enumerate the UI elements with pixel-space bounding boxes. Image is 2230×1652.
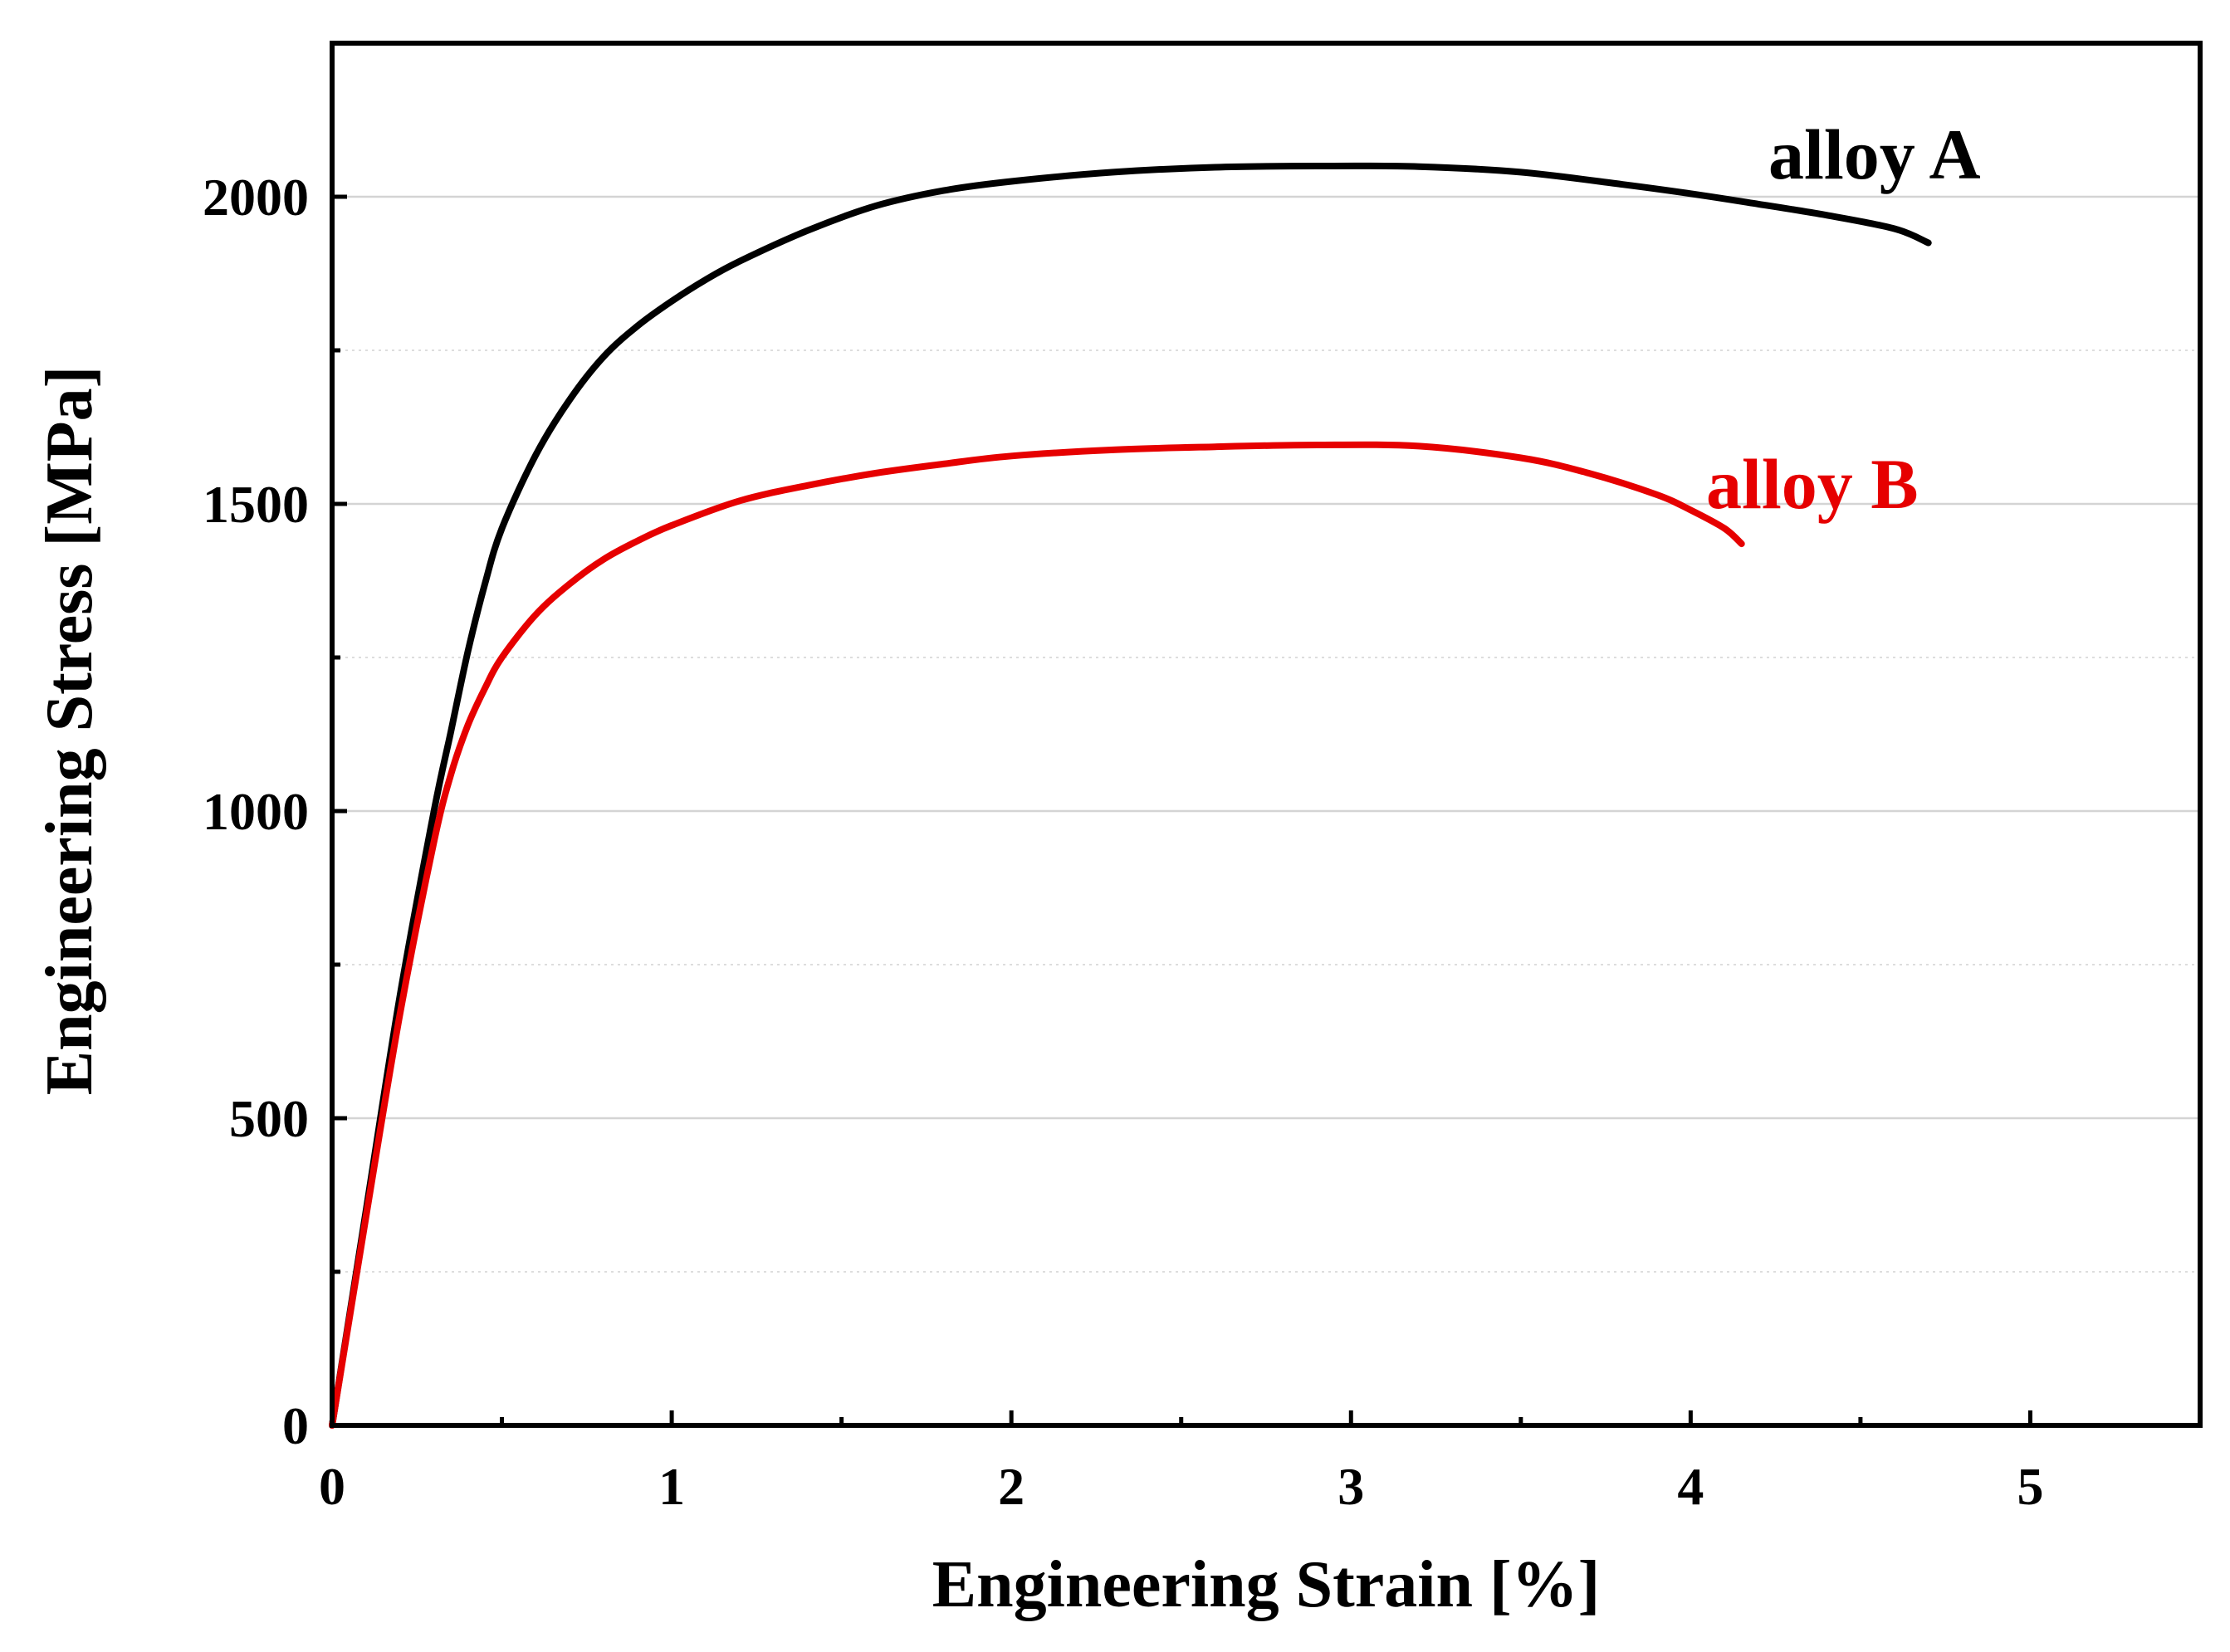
x-tick-label: 0 (319, 1457, 345, 1516)
y-tick-label: 1500 (203, 475, 309, 534)
y-axis-title: Engineering Stress [MPa] (33, 366, 106, 1095)
plot-frame (330, 41, 2203, 1428)
y-tick-label: 0 (282, 1396, 309, 1455)
y-tick-label: 500 (229, 1089, 309, 1148)
y-tick-label: 1000 (203, 782, 309, 841)
series-line-alloy-b (329, 441, 1745, 1429)
grid-lines (332, 42, 2200, 1273)
tick-labels: 0 500 1000 1500 2000 0 1 2 3 4 5 (203, 168, 2043, 1516)
x-tick-label: 4 (1677, 1457, 1704, 1516)
axis-ticks (330, 41, 2203, 1428)
series-line-alloy-a (329, 162, 1932, 1429)
x-tick-label: 3 (1338, 1457, 1364, 1516)
data-curves (329, 162, 1932, 1429)
x-tick-label: 5 (2017, 1457, 2043, 1516)
series-label-alloy-b: alloy B (1706, 444, 1919, 524)
y-tick-label: 2000 (203, 168, 309, 227)
x-tick-label: 2 (998, 1457, 1025, 1516)
x-tick-label: 1 (658, 1457, 685, 1516)
x-axis-title: Engineering Strain [%] (932, 1548, 1600, 1621)
series-label-alloy-a: alloy A (1768, 115, 1981, 194)
